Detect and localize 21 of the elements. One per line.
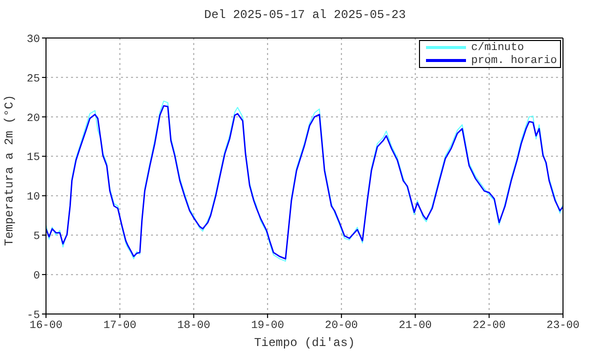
- legend-label: prom. horario: [471, 54, 557, 66]
- y-tick-label: 5: [33, 231, 40, 244]
- chart-title: Del 2025-05-17 al 2025-05-23: [203, 8, 407, 22]
- y-tick-label: 15: [26, 152, 40, 164]
- x-tick-label: 22-00: [472, 320, 506, 332]
- x-tick-label: 18-00: [177, 320, 210, 332]
- y-tick-label: 30: [26, 34, 40, 46]
- x-tick-label: 19-00: [251, 320, 284, 332]
- x-tick-label: 16-00: [29, 320, 63, 332]
- x-tick-label: 23-00: [546, 320, 580, 332]
- y-tick-label: 20: [26, 112, 40, 125]
- x-axis-title: Tiempo (di'as): [254, 336, 355, 350]
- x-tick-label: 17-00: [103, 320, 136, 332]
- y-tick-label: 25: [26, 73, 40, 86]
- y-tick-label: 0: [33, 270, 40, 282]
- legend-label: c/minuto: [471, 42, 524, 54]
- y-tick-label: -5: [26, 310, 40, 322]
- x-tick-label: 21-00: [398, 320, 432, 332]
- y-tick-label: 10: [26, 192, 40, 204]
- x-tick-label: 20-00: [324, 320, 358, 332]
- y-axis-title: Temperatura a 2m (°C): [2, 94, 16, 246]
